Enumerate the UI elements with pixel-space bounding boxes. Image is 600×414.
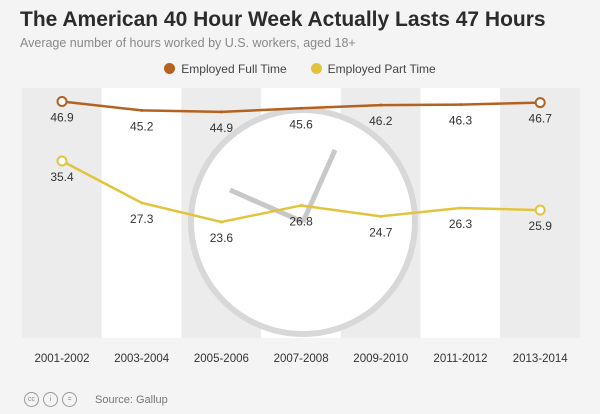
legend-swatch-part-time	[310, 63, 322, 74]
cc-icon: cc	[24, 392, 39, 407]
x-tick-label: 2005-2006	[194, 353, 249, 365]
legend-label: Employed Part Time	[327, 62, 436, 76]
data-point	[140, 201, 144, 205]
data-label: 45.6	[289, 117, 313, 131]
x-tick-label: 2003-2004	[114, 353, 170, 365]
data-label: 26.3	[449, 217, 473, 231]
clock-hand	[300, 148, 338, 224]
data-label: 44.9	[210, 121, 234, 135]
bg-stripe	[420, 88, 501, 338]
source-text: Source: Gallup	[95, 393, 168, 406]
nd-icon: =	[62, 392, 77, 407]
legend-label: Employed Full Time	[181, 62, 287, 76]
data-label: 46.3	[449, 114, 473, 128]
data-point	[379, 214, 383, 218]
data-label: 45.2	[130, 119, 154, 133]
data-label: 24.7	[369, 225, 393, 239]
data-point	[299, 106, 303, 110]
x-tick-label: 2001-2002	[35, 353, 90, 365]
legend-item-part-time: Employed Part Time	[310, 62, 436, 76]
data-point	[459, 103, 462, 107]
x-tick-label: 2009-2010	[353, 353, 408, 365]
data-point	[459, 206, 462, 210]
data-point	[299, 203, 303, 207]
footer: cc i = Source: Gallup	[24, 392, 168, 407]
x-tick-label: 2007-2008	[274, 353, 329, 365]
data-label: 35.4	[50, 170, 74, 184]
data-label: 46.9	[50, 111, 74, 125]
data-point	[534, 204, 546, 216]
data-point	[219, 110, 223, 114]
data-label: 25.9	[529, 219, 553, 233]
by-icon: i	[43, 392, 58, 407]
data-point	[534, 97, 546, 109]
data-point	[219, 220, 223, 224]
chart-subtitle: Average number of hours worked by U.S. w…	[20, 36, 356, 50]
data-label: 23.6	[210, 231, 234, 245]
legend: Employed Full Time Employed Part Time	[0, 62, 600, 76]
data-point	[56, 155, 68, 167]
x-tick-label: 2013-2014	[513, 353, 569, 365]
data-point	[140, 108, 144, 112]
data-label: 46.7	[529, 112, 553, 126]
data-label: 26.8	[289, 214, 313, 228]
bg-stripe	[22, 88, 102, 338]
legend-item-full-time: Employed Full Time	[164, 62, 287, 76]
chart-title: The American 40 Hour Week Actually Lasts…	[20, 8, 546, 31]
clock-hand	[228, 187, 305, 225]
x-tick-label: 2011-2012	[433, 353, 487, 365]
data-label: 46.2	[369, 114, 393, 128]
bg-stripe	[101, 88, 182, 338]
data-point	[56, 96, 68, 108]
data-point	[379, 103, 383, 107]
data-label: 27.3	[130, 212, 154, 226]
legend-swatch-full-time	[164, 63, 176, 74]
